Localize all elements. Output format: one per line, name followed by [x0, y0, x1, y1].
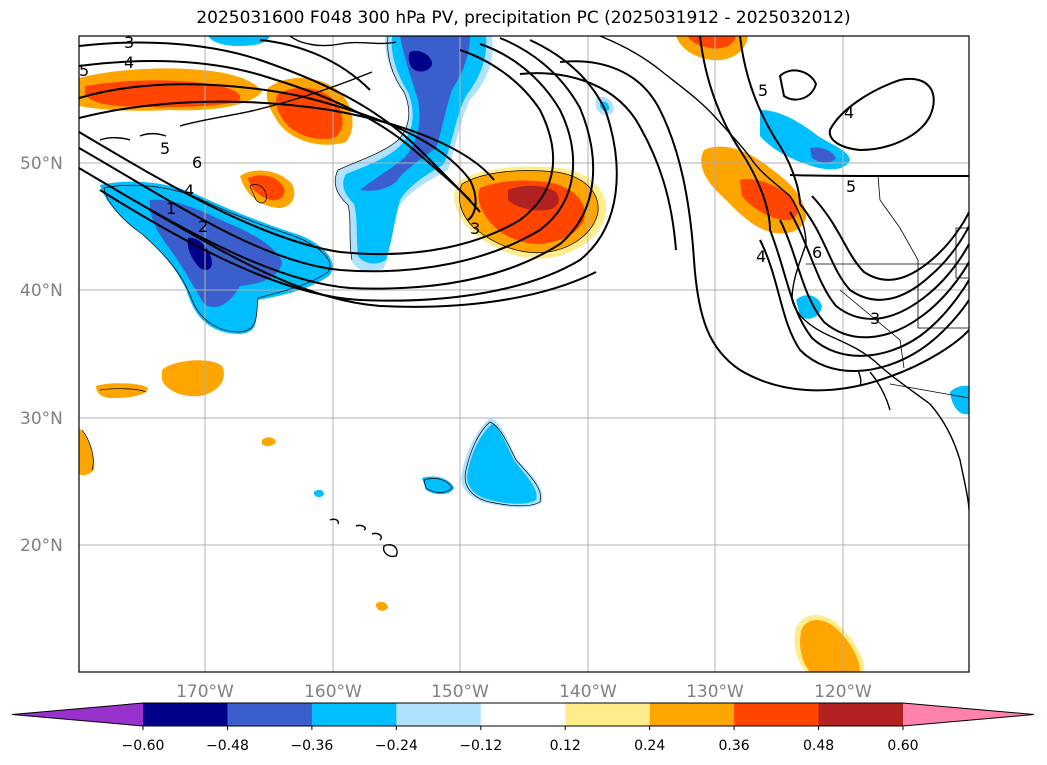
- shade-bottom-orange: [800, 619, 860, 672]
- shade-nw-band-red: [85, 80, 241, 108]
- contour-label: 3: [124, 33, 134, 52]
- colorbar-tick-label: 0.12: [550, 738, 581, 754]
- figure-title: 2025031600 F048 300 hPa PV, precipitatio…: [196, 8, 851, 28]
- colorbar-extend-high: [903, 703, 1034, 726]
- lat-label-50n: 50°N: [20, 154, 63, 174]
- colorbar-segment: [649, 703, 735, 726]
- contour-label: 5: [160, 139, 170, 158]
- shade-hi-small-orange: [376, 601, 388, 611]
- colorbar-tick-label: −0.48: [206, 738, 249, 754]
- colorbar-segment: [734, 703, 820, 726]
- contour-labels: 3 4 5 6 4 1 2 5 4 6 5 3 3 4 5: [79, 33, 880, 328]
- longitude-labels: 170°W 160°W 150°W 140°W 130°W 120°W: [176, 682, 872, 702]
- borders: [806, 175, 969, 399]
- colorbar-tick-label: 0.24: [634, 738, 665, 754]
- colorbar: [11, 702, 1035, 730]
- shade-143w-cyan: [467, 424, 537, 504]
- shade-coast-cyan: [796, 295, 822, 319]
- contour-label: 4: [124, 53, 134, 72]
- colorbar-tick-label: 0.36: [719, 738, 750, 754]
- contour-label: 3: [470, 219, 480, 238]
- contour-label: 5: [846, 177, 856, 196]
- lon-label-130w: 130°W: [686, 682, 744, 702]
- shade-165w-red: [248, 175, 285, 201]
- contour-label: 4: [184, 181, 194, 200]
- contour-label: 6: [192, 153, 202, 172]
- map-background: [79, 36, 969, 672]
- map-layers: 3 4 5 6 4 1 2 5 4 6 5 3 3 4 5: [79, 33, 969, 672]
- lat-label-30n: 30°N: [20, 409, 63, 429]
- colorbar-segment: [565, 703, 651, 726]
- shade-150w-25n-cyan: [422, 476, 454, 495]
- colorbar-labels: −0.60 −0.48 −0.36 −0.24 −0.12 0.12 0.24 0.36 0.4…: [122, 738, 919, 754]
- contour-label: 5: [79, 61, 89, 80]
- shade-150w-navy: [408, 50, 432, 72]
- lon-label-160w: 160°W: [304, 682, 362, 702]
- shade-outlines: [81, 36, 599, 507]
- colorbar-segment: [480, 703, 566, 726]
- colorbar-segment: [396, 703, 482, 726]
- colorbar-extend-low: [12, 703, 143, 726]
- contour-label: 6: [812, 243, 822, 262]
- lat-label-20n: 20°N: [20, 536, 63, 556]
- colorbar-tick-label: −0.12: [459, 738, 502, 754]
- shade-west-navy: [187, 237, 212, 270]
- colorbar-tick-label: −0.24: [375, 738, 418, 754]
- shade-165w-28n-orange: [262, 437, 276, 447]
- colorbar-segment: [311, 703, 397, 726]
- pv-contours: [79, 36, 969, 392]
- contour-label: 2: [198, 217, 208, 236]
- contour-label: 5: [758, 81, 768, 100]
- shade-150w-blue: [360, 36, 470, 191]
- graticule: [79, 36, 969, 672]
- shade-170w-30n-orange: [162, 360, 224, 397]
- contour-label: 3: [870, 309, 880, 328]
- coastlines: [99, 36, 969, 558]
- colorbar-tick-label: −0.60: [122, 738, 165, 754]
- contour-label: 4: [756, 247, 766, 266]
- colorbar-tick-label: −0.36: [290, 738, 333, 754]
- colorbar-tick-label: 0.48: [803, 738, 834, 754]
- lat-label-40n: 40°N: [20, 281, 63, 301]
- contour-label: 1: [166, 199, 176, 218]
- contour-label: 4: [844, 103, 854, 122]
- latitude-labels: 50°N 40°N 30°N 20°N: [20, 154, 63, 556]
- shade-175w-orange: [96, 383, 148, 398]
- lon-label-150w: 150°W: [431, 682, 489, 702]
- map-frame: [78, 35, 970, 673]
- colorbar-segment: [227, 703, 313, 726]
- lon-label-170w: 170°W: [176, 682, 234, 702]
- shade-left-edge-orange: [79, 428, 95, 476]
- shade-top-cyan: [208, 36, 270, 46]
- colorbar-tick-label: 0.60: [887, 738, 918, 754]
- shade-hi-small-cyan: [314, 489, 324, 497]
- shade-east-edge-cyan: [950, 385, 969, 415]
- lon-label-120w: 120°W: [814, 682, 872, 702]
- colorbar-segment: [818, 703, 904, 726]
- colorbar-segment: [143, 703, 228, 726]
- shade-128w-red: [740, 179, 798, 221]
- lon-label-140w: 140°W: [559, 682, 617, 702]
- shade-bc-blue: [810, 147, 836, 163]
